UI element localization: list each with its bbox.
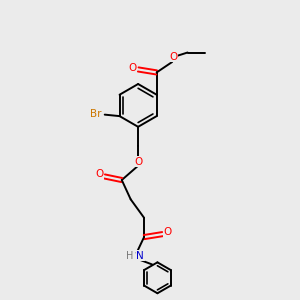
Text: O: O [134,157,142,166]
Text: Br: Br [90,109,102,119]
Text: O: O [164,227,172,237]
Text: N: N [136,251,144,261]
Text: O: O [95,169,103,179]
Text: O: O [128,63,136,73]
Text: H: H [126,251,134,261]
Text: O: O [169,52,178,62]
